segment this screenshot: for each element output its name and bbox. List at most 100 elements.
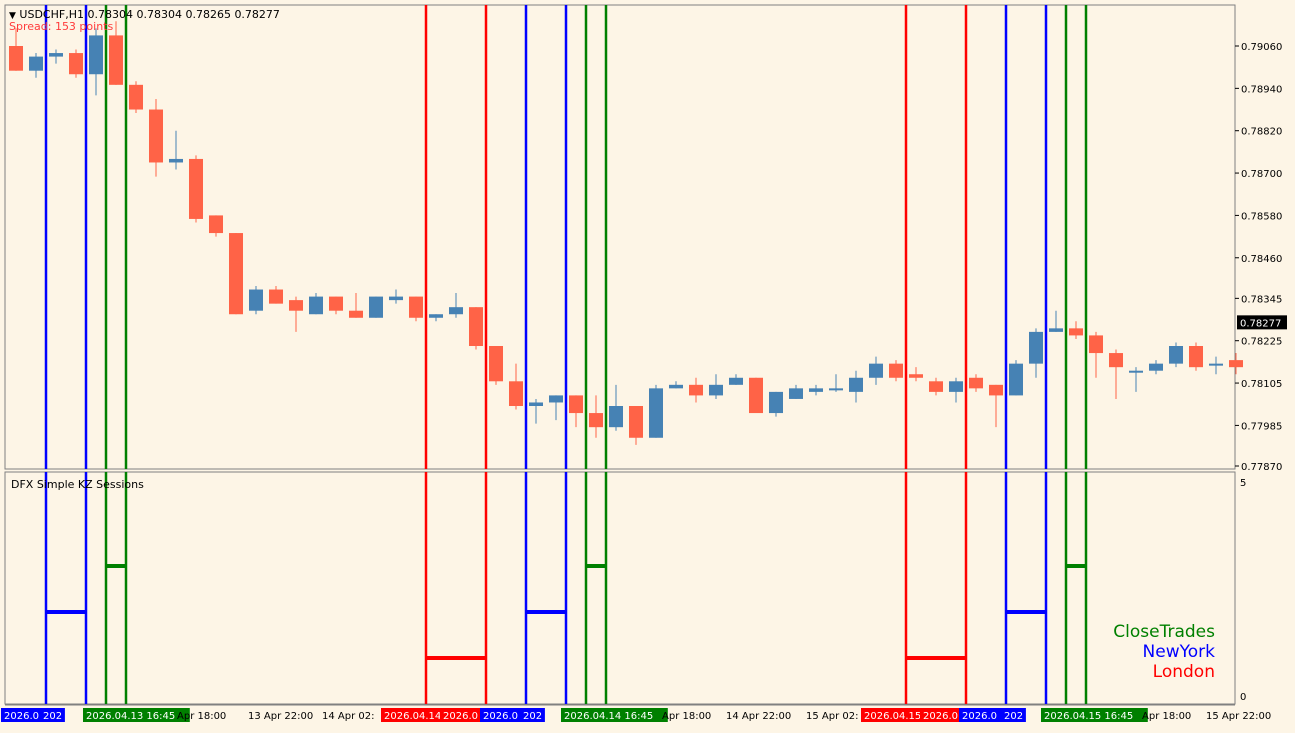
candle-body — [909, 374, 923, 378]
candle-body — [489, 346, 503, 382]
session-lines-indicator — [44, 472, 1088, 704]
candle-body — [1029, 331, 1043, 364]
legend-closetrades: CloseTrades — [1113, 622, 1215, 642]
price-tick-label: 0.79060 — [1241, 42, 1282, 53]
price-tick-label: 0.78580 — [1241, 211, 1282, 222]
candle-body — [429, 314, 443, 318]
time-tick-label: 2026.0 — [962, 711, 997, 722]
candle-body — [169, 158, 183, 163]
candle-body — [409, 296, 423, 318]
indicator-pane-border — [4, 471, 1236, 705]
time-tick-label: 2026.0 — [443, 711, 478, 722]
time-tick-label: 2026.0 — [483, 711, 518, 722]
candle-body — [129, 84, 143, 110]
candle-body — [869, 363, 883, 378]
price-tick-label: 0.77985 — [1241, 421, 1282, 432]
time-tick-label: 2026.04.13 16:45 — [86, 711, 175, 722]
indicator-scale-top: 5 — [1240, 478, 1246, 489]
time-tick-label: Apr 18:00 — [1142, 711, 1191, 722]
candle-body — [1089, 335, 1103, 354]
symbol-info: ▼ USDCHF,H1 0.78304 0.78304 0.78265 0.78… — [9, 8, 280, 21]
candle-body — [1149, 363, 1163, 371]
time-label-bg — [1041, 708, 1148, 722]
candle-body — [9, 46, 23, 71]
time-label-bg — [561, 708, 668, 722]
candle-body — [829, 388, 843, 391]
time-tick-label: 14 Apr 02: — [322, 711, 374, 722]
candle-body — [529, 402, 543, 406]
candle-body — [1169, 346, 1183, 364]
time-label-bg — [440, 708, 484, 722]
indicator-name: DFX Simple KZ Sessions — [11, 478, 144, 491]
candle-body — [149, 109, 163, 163]
candle-body — [229, 233, 243, 315]
time-tick-label: Apr 18:00 — [177, 711, 226, 722]
candle-body — [929, 381, 943, 392]
candle-body — [249, 289, 263, 311]
candle-body — [1109, 353, 1123, 368]
candle-body — [949, 381, 963, 392]
time-label-bg — [480, 708, 524, 722]
time-tick-label: 2026.04.14 16:45 — [564, 711, 653, 722]
legend-newyork: NewYork — [1142, 642, 1215, 662]
candle-body — [389, 296, 403, 301]
time-label-bg — [83, 708, 190, 722]
candle-body — [709, 384, 723, 396]
main-pane-border — [4, 4, 1236, 470]
price-tick-label: 0.78700 — [1241, 169, 1282, 180]
candle-body — [349, 310, 363, 318]
candle-body — [1209, 363, 1223, 366]
collapse-triangle-icon[interactable]: ▼ — [9, 11, 16, 21]
price-tick-label: 0.78105 — [1241, 379, 1282, 390]
candle-body — [469, 307, 483, 346]
candle-body — [989, 384, 1003, 396]
candle-body — [189, 158, 203, 219]
candle-body — [1129, 370, 1143, 373]
candle-body — [1069, 328, 1083, 336]
candle-body — [849, 377, 863, 392]
candle-body — [809, 388, 823, 392]
time-tick-label: 2026.04.15 16:45 — [1044, 711, 1133, 722]
candle-body — [1229, 360, 1243, 368]
time-tick-label: 13 Apr 22:00 — [248, 711, 313, 722]
price-axis: 0.79060 0.78940 0.78820 0.78700 0.78580 0.784… — [1235, 42, 1287, 473]
candle-body — [269, 289, 283, 304]
current-price-marker — [1237, 315, 1287, 330]
time-tick-label: 14 Apr 22:00 — [726, 711, 791, 722]
candle-body — [29, 56, 43, 71]
candle-body — [689, 384, 703, 396]
candle-body — [729, 377, 743, 385]
candle-body — [69, 53, 83, 75]
candle-body — [209, 215, 223, 234]
time-tick-label: 2026.04.15 — [864, 711, 921, 722]
candle-body — [1189, 346, 1203, 368]
price-tick-label: 0.78940 — [1241, 84, 1282, 95]
candle-body — [109, 35, 123, 85]
candle-body — [769, 391, 783, 414]
candle-body — [329, 296, 343, 311]
candle-body — [309, 296, 323, 315]
candle-body — [289, 300, 303, 311]
candle-body — [789, 388, 803, 399]
price-tick-label: 0.77870 — [1241, 462, 1282, 473]
time-label-bg — [520, 708, 545, 722]
candle-body — [669, 384, 683, 389]
time-tick-label: 2026.0 — [923, 711, 958, 722]
ohlc-values: 0.78304 0.78304 0.78265 0.78277 — [87, 8, 280, 21]
time-label-bg — [40, 708, 65, 722]
time-tick-label: 202 — [523, 711, 542, 722]
indicator-axis: 5 0 — [1240, 478, 1246, 703]
time-label-bg — [381, 708, 450, 722]
time-tick-label: 15 Apr 22:00 — [1206, 711, 1271, 722]
price-tick-label: 0.78820 — [1241, 127, 1282, 138]
indicator-scale-bottom: 0 — [1240, 692, 1246, 703]
time-tick-label: 202 — [1004, 711, 1023, 722]
time-label-bg — [1, 708, 45, 722]
time-label-bg — [920, 708, 964, 722]
time-tick-label: 202 — [43, 711, 62, 722]
spread-info: Spread: 153 points — [9, 20, 114, 33]
candlesticks — [9, 21, 1243, 445]
price-tick-label: 0.78225 — [1241, 337, 1282, 348]
